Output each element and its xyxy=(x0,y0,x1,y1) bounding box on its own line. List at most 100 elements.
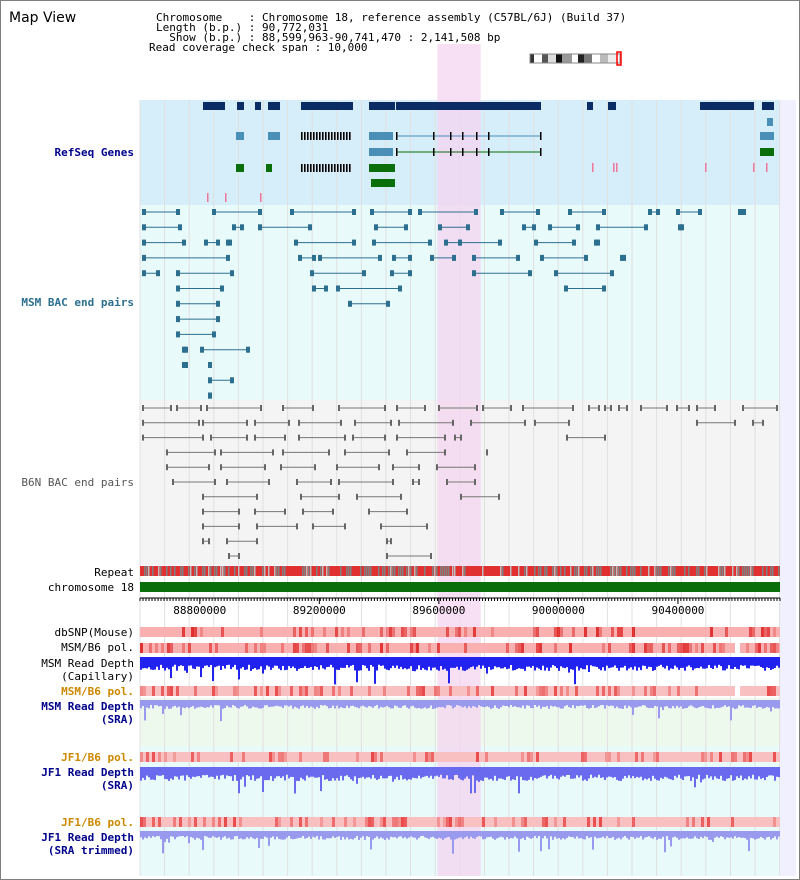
heat-strip-cell xyxy=(245,643,248,653)
depth-bar xyxy=(664,767,666,777)
depth-bar xyxy=(558,767,560,780)
depth-bar xyxy=(770,831,772,840)
exon-mark xyxy=(346,132,348,140)
track-label-dbsnp[interactable]: dbSNP(Mouse) xyxy=(54,626,134,639)
repeat-element xyxy=(778,566,780,576)
repeat-element xyxy=(560,566,562,576)
track-label-msm-b6-pol-1[interactable]: MSM/B6 pol. xyxy=(61,641,134,654)
depth-bar xyxy=(534,831,536,837)
depth-bar xyxy=(414,767,416,779)
repeat-element xyxy=(440,566,442,576)
track-label-jf1-depth-sra[interactable]: JF1 Read Depth (SRA) xyxy=(41,766,134,792)
exon-mark xyxy=(396,132,398,140)
depth-bar xyxy=(502,657,504,669)
depth-bar xyxy=(756,767,758,780)
depth-bar xyxy=(548,700,550,709)
b6n-bac-end xyxy=(296,479,298,485)
depth-bar xyxy=(592,700,594,706)
depth-bar xyxy=(446,831,448,838)
depth-bar xyxy=(200,767,202,778)
depth-bar xyxy=(254,831,256,840)
msm-bac-end xyxy=(742,209,746,215)
depth-bar xyxy=(156,767,158,776)
depth-bar xyxy=(620,831,622,840)
heat-strip-cell xyxy=(326,643,329,653)
depth-bar xyxy=(704,831,706,837)
heat-strip-cell xyxy=(464,643,467,653)
repeat-element xyxy=(160,566,162,576)
depth-bar xyxy=(764,767,766,781)
repeat-element xyxy=(188,566,190,576)
depth-bar xyxy=(516,831,518,839)
depth-bar xyxy=(672,700,674,707)
heat-strip-cell xyxy=(140,817,143,827)
heat-strip-cell xyxy=(233,686,236,696)
depth-bar xyxy=(698,831,700,839)
track-label-repeat[interactable]: Repeat xyxy=(94,566,134,579)
track-label-b6n-bac[interactable]: B6N BAC end pairs xyxy=(21,476,134,489)
exon-mark xyxy=(433,132,435,140)
depth-bar xyxy=(778,831,780,837)
depth-bar xyxy=(296,767,298,781)
depth-bar xyxy=(298,657,300,669)
jf1-depth-trimmed-track xyxy=(140,831,780,854)
depth-bar xyxy=(450,767,452,780)
track-label-refseq[interactable]: RefSeq Genes xyxy=(54,146,134,159)
depth-bar xyxy=(290,657,292,669)
depth-bar xyxy=(204,767,206,776)
heat-strip-cell xyxy=(389,627,392,637)
exon-mark xyxy=(340,132,342,140)
depth-bar xyxy=(218,657,220,666)
exon-mark xyxy=(349,164,351,172)
track-label-jf1-b6-pol-1[interactable]: JF1/B6 pol. xyxy=(61,751,134,764)
depth-bar xyxy=(628,767,630,776)
depth-bar xyxy=(552,767,554,779)
track-label-msm-bac[interactable]: MSM BAC end pairs xyxy=(21,296,134,309)
track-label-jf1-b6-pol-2[interactable]: JF1/B6 pol. xyxy=(61,816,134,829)
depth-bar xyxy=(172,657,174,667)
depth-bar xyxy=(278,831,280,840)
heat-strip-cell xyxy=(773,627,776,637)
chromosome-ideogram[interactable] xyxy=(528,52,622,64)
b6n-bac-end xyxy=(284,508,286,515)
depth-bar xyxy=(428,831,430,840)
repeat-element xyxy=(310,566,312,576)
depth-bar xyxy=(440,700,442,708)
depth-bar xyxy=(772,767,774,776)
depth-bar xyxy=(392,700,394,709)
exon-mark xyxy=(316,132,318,140)
gene-feature xyxy=(236,132,244,140)
depth-bar xyxy=(530,657,532,668)
heat-strip-cell xyxy=(194,686,197,696)
depth-bar xyxy=(772,831,774,839)
track-label-msm-b6-pol-2[interactable]: MSM/B6 pol. xyxy=(61,685,134,698)
b6n-bac-end xyxy=(254,434,256,441)
track-label-msm-depth-sra[interactable]: MSM Read Depth (SRA) xyxy=(41,700,134,726)
heat-strip-cell xyxy=(575,686,578,696)
depth-bar xyxy=(726,831,728,838)
heat-strip-cell xyxy=(749,627,752,637)
depth-bar xyxy=(368,657,370,671)
depth-bar xyxy=(322,767,324,776)
track-label-msm-depth-capillary[interactable]: MSM Read Depth (Capillary) xyxy=(41,657,134,683)
heat-strip-cell xyxy=(449,686,452,696)
depth-bar xyxy=(740,700,742,707)
repeat-element xyxy=(742,566,744,576)
depth-bar xyxy=(410,767,412,780)
heat-strip-cell xyxy=(290,686,293,696)
depth-bar xyxy=(710,831,712,840)
depth-bar xyxy=(346,767,348,776)
depth-bar xyxy=(202,657,204,669)
msm-bac-end xyxy=(676,209,680,215)
depth-bar xyxy=(706,831,708,838)
depth-bar xyxy=(512,831,514,839)
depth-bar xyxy=(508,831,510,839)
depth-bar xyxy=(430,700,432,706)
repeat-element xyxy=(434,566,436,576)
msm-bac-end xyxy=(548,224,552,231)
depth-bar xyxy=(700,657,702,667)
track-label-jf1-depth-trimmed[interactable]: JF1 Read Depth (SRA trimmed) xyxy=(41,831,134,857)
depth-bar xyxy=(570,700,572,708)
depth-bar xyxy=(776,700,778,709)
